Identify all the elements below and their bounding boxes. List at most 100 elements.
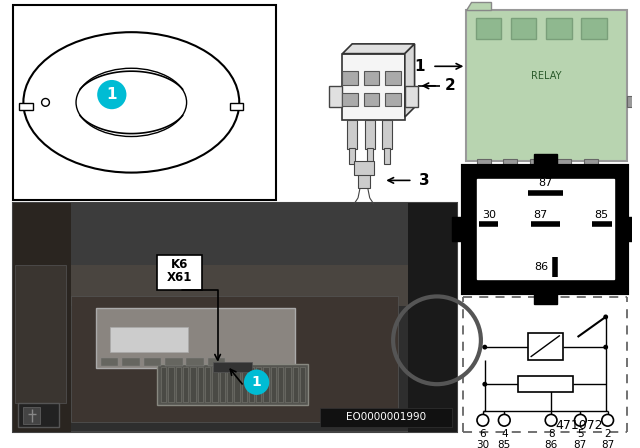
Bar: [13, 203, 456, 432]
Bar: [198, 366, 203, 402]
Bar: [13, 265, 456, 306]
Bar: [329, 86, 342, 107]
Circle shape: [499, 414, 510, 426]
Text: 87: 87: [533, 210, 547, 220]
Bar: [476, 17, 501, 39]
Bar: [408, 203, 456, 432]
Text: K6: K6: [171, 258, 188, 271]
Text: 2: 2: [604, 429, 611, 439]
Bar: [342, 93, 358, 106]
Bar: [584, 159, 598, 188]
Bar: [220, 366, 225, 402]
Circle shape: [244, 370, 269, 395]
Bar: [13, 203, 71, 432]
Bar: [385, 93, 401, 106]
Text: 87: 87: [573, 439, 587, 448]
Bar: [358, 169, 370, 188]
Bar: [212, 366, 218, 402]
Text: 87: 87: [538, 178, 552, 188]
Bar: [627, 217, 639, 241]
Bar: [13, 5, 276, 200]
Circle shape: [97, 80, 127, 109]
Bar: [405, 86, 419, 107]
Text: 87: 87: [601, 439, 614, 448]
Circle shape: [545, 414, 557, 426]
Bar: [627, 95, 640, 107]
Bar: [285, 366, 291, 402]
Bar: [208, 358, 225, 366]
Bar: [122, 358, 140, 366]
Bar: [518, 376, 573, 392]
Text: 8: 8: [548, 429, 554, 439]
Bar: [467, 10, 627, 161]
Bar: [364, 93, 380, 106]
Text: 6: 6: [479, 429, 486, 439]
Text: 2: 2: [444, 78, 455, 93]
Circle shape: [604, 314, 608, 319]
Text: 3: 3: [419, 173, 429, 188]
Circle shape: [483, 345, 487, 349]
Bar: [157, 364, 308, 405]
Bar: [320, 408, 452, 427]
Bar: [385, 148, 390, 164]
Bar: [227, 366, 232, 402]
Bar: [205, 366, 211, 402]
Text: 4: 4: [501, 429, 508, 439]
Bar: [186, 358, 204, 366]
Circle shape: [575, 414, 586, 426]
Text: 85: 85: [595, 210, 609, 220]
Polygon shape: [342, 44, 415, 54]
Bar: [13, 203, 456, 271]
Bar: [530, 159, 543, 188]
Text: 86: 86: [534, 262, 548, 272]
Text: 1: 1: [414, 59, 425, 74]
Text: 30: 30: [476, 439, 490, 448]
Ellipse shape: [24, 32, 239, 172]
Bar: [241, 366, 247, 402]
Bar: [19, 103, 33, 110]
Bar: [300, 366, 305, 402]
Bar: [161, 366, 166, 402]
Bar: [348, 120, 357, 149]
Bar: [463, 166, 627, 293]
Bar: [292, 366, 298, 402]
Bar: [365, 120, 374, 149]
Bar: [477, 179, 614, 279]
Circle shape: [604, 345, 608, 349]
Bar: [528, 332, 563, 360]
Bar: [157, 255, 202, 290]
Bar: [22, 407, 40, 424]
Bar: [534, 154, 557, 166]
Text: 30: 30: [482, 210, 496, 220]
Bar: [249, 366, 254, 402]
Bar: [278, 366, 284, 402]
Bar: [71, 296, 398, 422]
Polygon shape: [405, 44, 415, 117]
Bar: [452, 217, 463, 241]
Text: 86: 86: [545, 439, 557, 448]
Bar: [190, 366, 196, 402]
Bar: [110, 327, 188, 352]
Bar: [581, 17, 607, 39]
Text: 1: 1: [107, 87, 117, 102]
Bar: [100, 358, 118, 366]
Bar: [18, 403, 59, 427]
Bar: [367, 148, 372, 164]
Bar: [234, 366, 239, 402]
Polygon shape: [467, 2, 491, 10]
Text: RELAY: RELAY: [531, 71, 561, 81]
Bar: [176, 366, 181, 402]
Bar: [256, 366, 262, 402]
Bar: [96, 308, 296, 368]
Bar: [271, 366, 276, 402]
Bar: [230, 103, 243, 110]
Bar: [534, 293, 557, 304]
Bar: [15, 265, 65, 403]
Text: 5: 5: [577, 429, 584, 439]
Bar: [342, 71, 358, 85]
Bar: [212, 362, 252, 371]
Bar: [503, 159, 517, 188]
Circle shape: [602, 414, 614, 426]
Bar: [477, 159, 491, 188]
Text: 85: 85: [498, 439, 511, 448]
